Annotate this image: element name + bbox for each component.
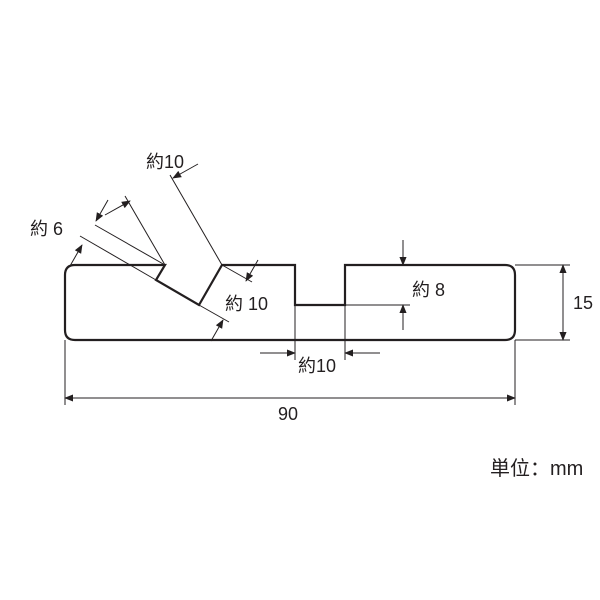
- dim-slot-open-label: 約 6: [30, 219, 63, 239]
- dim-center-depth-label: 約 8: [412, 280, 445, 300]
- profile-outline: [65, 265, 515, 340]
- dim-slot-inside-label: 約 10: [225, 294, 268, 314]
- ext-line: [222, 265, 252, 282]
- dim-overall-height-label: 15: [573, 293, 593, 313]
- dim-slot-top: [105, 201, 130, 215]
- ext-line: [170, 175, 222, 265]
- dim-slot-inside: [246, 260, 258, 281]
- dim-slot-open: [96, 200, 108, 221]
- dim-slot-inside: [211, 320, 223, 341]
- ext-line: [95, 225, 165, 265]
- dim-overall-width-label: 90: [278, 404, 298, 424]
- ext-line: [125, 196, 165, 265]
- dim-center-width-label: 約10: [298, 356, 336, 376]
- dim-slot-top-label: 約10: [146, 152, 184, 172]
- dim-slot-open: [70, 245, 82, 266]
- unit-note: 単位：mm: [490, 457, 583, 480]
- ext-line: [80, 236, 156, 280]
- cross-section-drawing: 90 15 約10 約 8 約10 約 6 約 10 単位：mm: [0, 0, 600, 600]
